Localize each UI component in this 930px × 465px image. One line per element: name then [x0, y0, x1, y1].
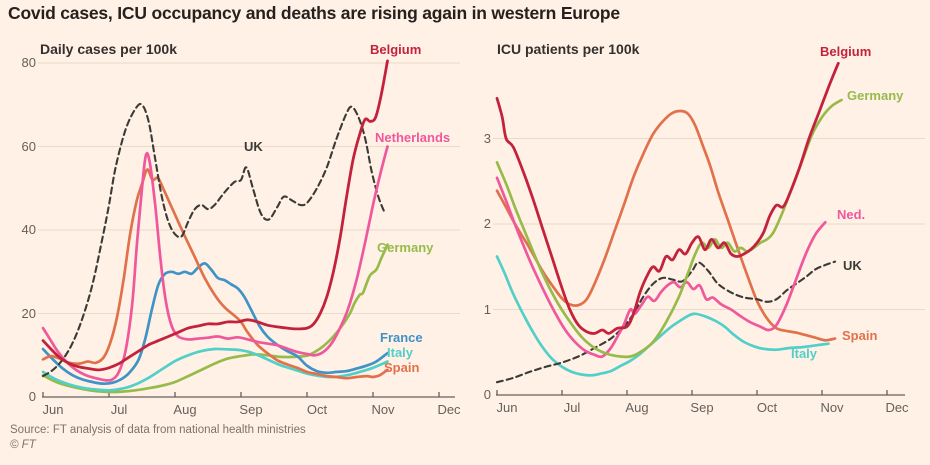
series-line-spain — [41, 168, 389, 380]
x-tick-label: Nov — [820, 400, 844, 415]
series-label-uk: UK — [843, 258, 862, 273]
chart-canvas-1 — [493, 61, 925, 396]
chart-subtitle-daily-cases: Daily cases per 100k — [40, 41, 177, 57]
x-tick-label: Nov — [371, 402, 395, 417]
x-tick-label: Aug — [173, 402, 197, 417]
ft-copyright: © FT — [10, 439, 36, 451]
chart-canvas-0 — [38, 59, 460, 398]
series-line-belgium — [41, 59, 389, 372]
series-line-italy — [495, 255, 830, 377]
x-tick-label: Sep — [690, 400, 714, 415]
y-tick-label: 1 — [483, 301, 491, 317]
daily-cases-chart-panel: Daily cases per 100k 0 20 40 60 80 Jun Jul Aug S… — [21, 41, 461, 417]
x-tick-label: Jul — [110, 402, 128, 417]
y-tick-label: 2 — [483, 216, 491, 231]
x-tick-label: Jun — [42, 402, 64, 417]
series-line-belgium — [495, 61, 840, 335]
icu-patients-chart-panel: ICU patients per 100k 0 1 2 3 Jun Jul Aug Sep Oc… — [465, 0, 930, 465]
series-line-france — [41, 262, 389, 386]
series-label-germany: Germany — [377, 240, 434, 255]
series-line-netherlands — [495, 176, 827, 359]
x-tick-label: Oct — [756, 400, 778, 415]
series-label-uk: UK — [244, 139, 263, 154]
y-tick-label: 0 — [28, 389, 36, 404]
x-tick-label: Jun — [496, 400, 518, 415]
y-tick-label: 40 — [21, 222, 36, 237]
series-line-netherlands — [41, 145, 389, 382]
y-tick-label: 60 — [21, 138, 36, 154]
y-tick-label: 20 — [21, 305, 36, 321]
series-label-italy: Italy — [791, 346, 818, 361]
series-label-france: France — [380, 330, 423, 345]
x-tick-label: Aug — [625, 400, 649, 415]
series-label-spain: Spain — [384, 360, 420, 375]
series-label-netherlands: Netherlands — [375, 130, 451, 145]
series-label-germany: Germany — [847, 88, 904, 103]
x-tick-label: Dec — [437, 402, 461, 417]
series-label-ned: Ned. — [837, 207, 866, 222]
series-label-italy: Italy — [387, 345, 414, 360]
x-tick-label: Dec — [885, 400, 909, 415]
y-tick-label: 80 — [21, 55, 36, 70]
chart-footer: Source: FT analysis of data from nationa… — [10, 423, 306, 453]
series-label-spain: Spain — [842, 328, 878, 343]
series-label-belgium: Belgium — [370, 42, 422, 57]
y-tick-label: 3 — [483, 130, 491, 146]
chart-subtitle-icu-patients: ICU patients per 100k — [497, 41, 640, 57]
y-tick-label: 0 — [483, 387, 491, 402]
series-line-uk — [41, 102, 386, 378]
x-tick-label: Jul — [563, 400, 581, 415]
x-tick-label: Oct — [306, 402, 328, 417]
series-label-belgium: Belgium — [820, 44, 872, 59]
series-line-spain — [495, 109, 837, 342]
page-title: Covid cases, ICU occupancy and deaths ar… — [8, 3, 620, 23]
x-tick-label: Sep — [239, 402, 263, 417]
source-note: Source: FT analysis of data from nationa… — [10, 424, 306, 436]
